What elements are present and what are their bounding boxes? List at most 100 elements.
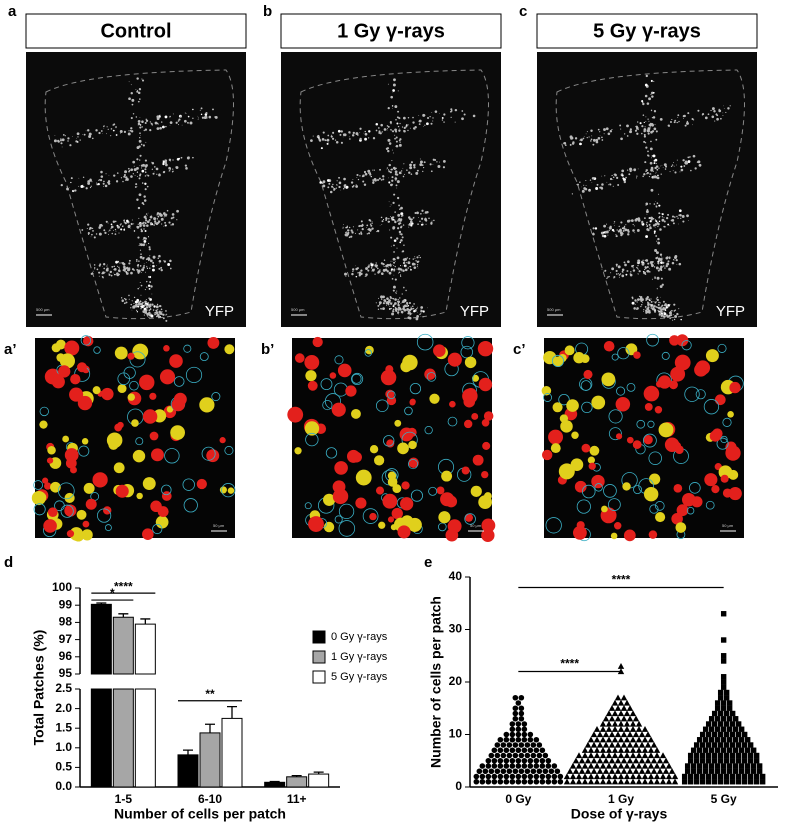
speckle <box>376 123 379 126</box>
speckle <box>616 273 618 275</box>
speckle <box>393 298 395 300</box>
speckle <box>402 266 403 267</box>
dot <box>618 721 624 727</box>
speckle <box>169 116 171 118</box>
speckle <box>399 123 400 124</box>
speckle <box>645 299 647 301</box>
dot <box>712 758 717 763</box>
speckle <box>380 124 383 127</box>
speckle <box>398 90 399 91</box>
speckle <box>178 158 180 160</box>
dot <box>624 700 630 706</box>
speckle <box>399 307 400 308</box>
speckle <box>404 309 407 312</box>
speckle <box>415 260 416 261</box>
speckle <box>655 235 657 237</box>
dot <box>724 690 729 695</box>
dot <box>709 769 714 774</box>
speckle <box>135 186 137 188</box>
speckle <box>387 130 388 131</box>
speckle <box>376 302 377 303</box>
y-tick-label: 99 <box>59 597 73 611</box>
dot <box>636 763 642 769</box>
dot <box>645 768 651 774</box>
speckle <box>359 233 361 235</box>
speckle <box>394 275 395 276</box>
speckle <box>158 258 160 260</box>
speckle <box>388 304 389 305</box>
speckle <box>170 224 171 225</box>
speckle <box>119 262 120 263</box>
speckle <box>672 164 673 165</box>
speckle <box>608 184 609 185</box>
speckle <box>145 272 146 273</box>
speckle <box>99 224 102 227</box>
speckle <box>635 232 636 233</box>
dot <box>585 758 591 764</box>
speckle <box>146 224 149 227</box>
image-text: YFP <box>205 303 234 320</box>
dot <box>754 774 759 779</box>
speckle <box>141 170 144 173</box>
speckle <box>443 113 445 115</box>
speckle <box>402 251 403 252</box>
speckle <box>650 220 652 222</box>
dot <box>612 763 618 769</box>
speckle <box>120 130 123 133</box>
speckle <box>692 124 693 125</box>
dot <box>528 747 534 753</box>
speckle <box>138 101 140 103</box>
dot <box>724 774 729 779</box>
speckle <box>176 219 177 220</box>
speckle <box>669 315 671 317</box>
dot <box>477 768 483 774</box>
cell-yellow <box>136 493 142 499</box>
speckle <box>129 267 130 268</box>
dot <box>706 742 711 747</box>
dot <box>730 779 735 784</box>
speckle <box>141 308 142 309</box>
speckle <box>136 310 137 311</box>
speckle <box>656 172 657 173</box>
speckle <box>349 138 351 140</box>
speckle <box>353 185 355 187</box>
speckle <box>683 118 684 119</box>
speckle <box>113 266 115 268</box>
dot <box>654 773 660 779</box>
dot <box>525 768 531 774</box>
dot <box>489 768 495 774</box>
speckle <box>137 176 138 177</box>
speckle <box>596 139 599 142</box>
speckle <box>377 230 379 232</box>
dot <box>504 747 510 753</box>
cell-yellow <box>659 422 674 437</box>
dot <box>582 779 588 785</box>
speckle <box>103 186 104 187</box>
dot <box>504 779 510 785</box>
dot <box>522 732 528 738</box>
dot <box>648 752 654 758</box>
speckle <box>580 143 582 145</box>
speckle <box>136 91 138 93</box>
speckle <box>100 179 102 181</box>
dot <box>546 779 552 785</box>
dot <box>594 763 600 769</box>
speckle <box>116 134 118 136</box>
speckle <box>98 183 100 185</box>
speckle <box>680 215 682 217</box>
speckle <box>630 273 632 275</box>
speckle <box>139 160 140 161</box>
speckle <box>624 133 625 134</box>
speckle <box>361 269 362 270</box>
speckle <box>394 135 395 136</box>
speckle <box>367 233 368 234</box>
panel-label: d <box>4 554 13 571</box>
significance-text: **** <box>612 573 631 587</box>
speckle <box>658 205 660 207</box>
dot <box>709 727 714 732</box>
speckle <box>161 311 162 312</box>
speckle <box>645 266 647 268</box>
speckle <box>417 264 418 265</box>
dot <box>654 747 660 753</box>
dot <box>585 742 591 748</box>
